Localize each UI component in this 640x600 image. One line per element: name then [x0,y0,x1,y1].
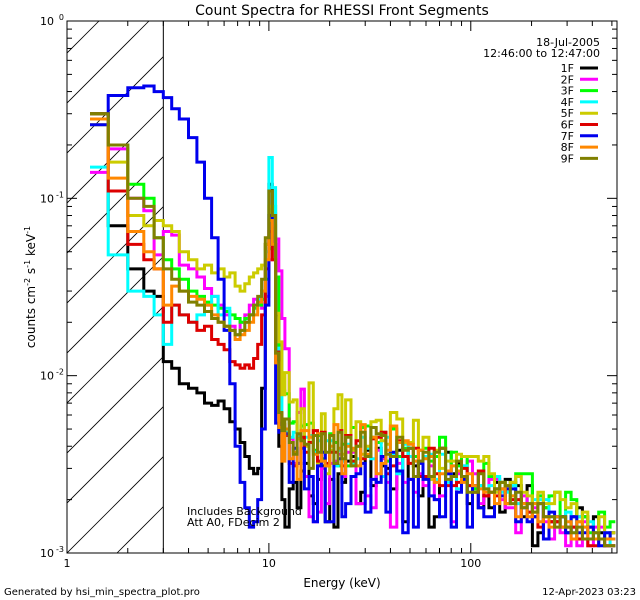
y-tick-exponent: -2 [56,368,64,377]
hatch-line [67,256,164,354]
background-note: Includes Background [187,505,302,518]
series-line-5F [90,123,616,541]
footer-date: 12-Apr-2023 03:23 [542,587,636,598]
y-tick-exponent: -3 [56,545,64,554]
series-line-6F [90,112,616,548]
y-tick-label: 10 [40,15,54,28]
attenuator-note: Att A0, FDecim 2 [187,516,280,529]
hatch-line [67,206,164,304]
legend-label-5F: 5F [561,107,574,120]
series-line-2F [90,147,616,548]
y-tick-label: 10 [40,192,54,205]
hatch-line [67,406,164,504]
x-tick-label: 100 [460,557,481,570]
hatch-line [67,56,164,154]
plot-frame [66,20,618,554]
series-line-4F [90,156,616,548]
series-line-8F [90,117,616,541]
legend-label-6F: 6F [561,119,574,132]
series-group [90,84,616,548]
y-axis-label: counts cm-2 s-1 keV-1 [23,226,38,348]
hatch-line [67,21,100,54]
footer-generated: Generated by hsi_min_spectra_plot.pro [4,587,200,598]
legend-label-4F: 4F [561,96,574,109]
legend-label-9F: 9F [561,152,574,165]
legend-label-2F: 2F [561,73,574,86]
series-line-7F [90,84,616,548]
x-tick-label: 10 [262,557,276,570]
y-tick-label: 10 [40,370,54,383]
legend-label-1F: 1F [561,62,574,75]
y-tick-exponent: -1 [56,190,64,199]
x-axis-label: Energy (keV) [303,576,380,590]
legend-label-7F: 7F [561,130,574,143]
legend-label-8F: 8F [561,141,574,154]
series-line-9F [90,112,616,548]
x-tick-label: 1 [64,557,71,570]
legend-label-3F: 3F [561,85,574,98]
y-tick-label: 10 [40,547,54,560]
time-range-annotation: 12:46:00 to 12:47:00 [483,47,600,60]
y-tick-exponent: 0 [59,13,64,22]
chart-title: Count Spectra for RHESSI Front Segments [195,3,489,19]
hatch-line [67,106,164,204]
hatch-line [67,456,164,553]
date-annotation: 18-Jul-2005 [536,36,600,49]
series-line-1F [90,112,616,548]
